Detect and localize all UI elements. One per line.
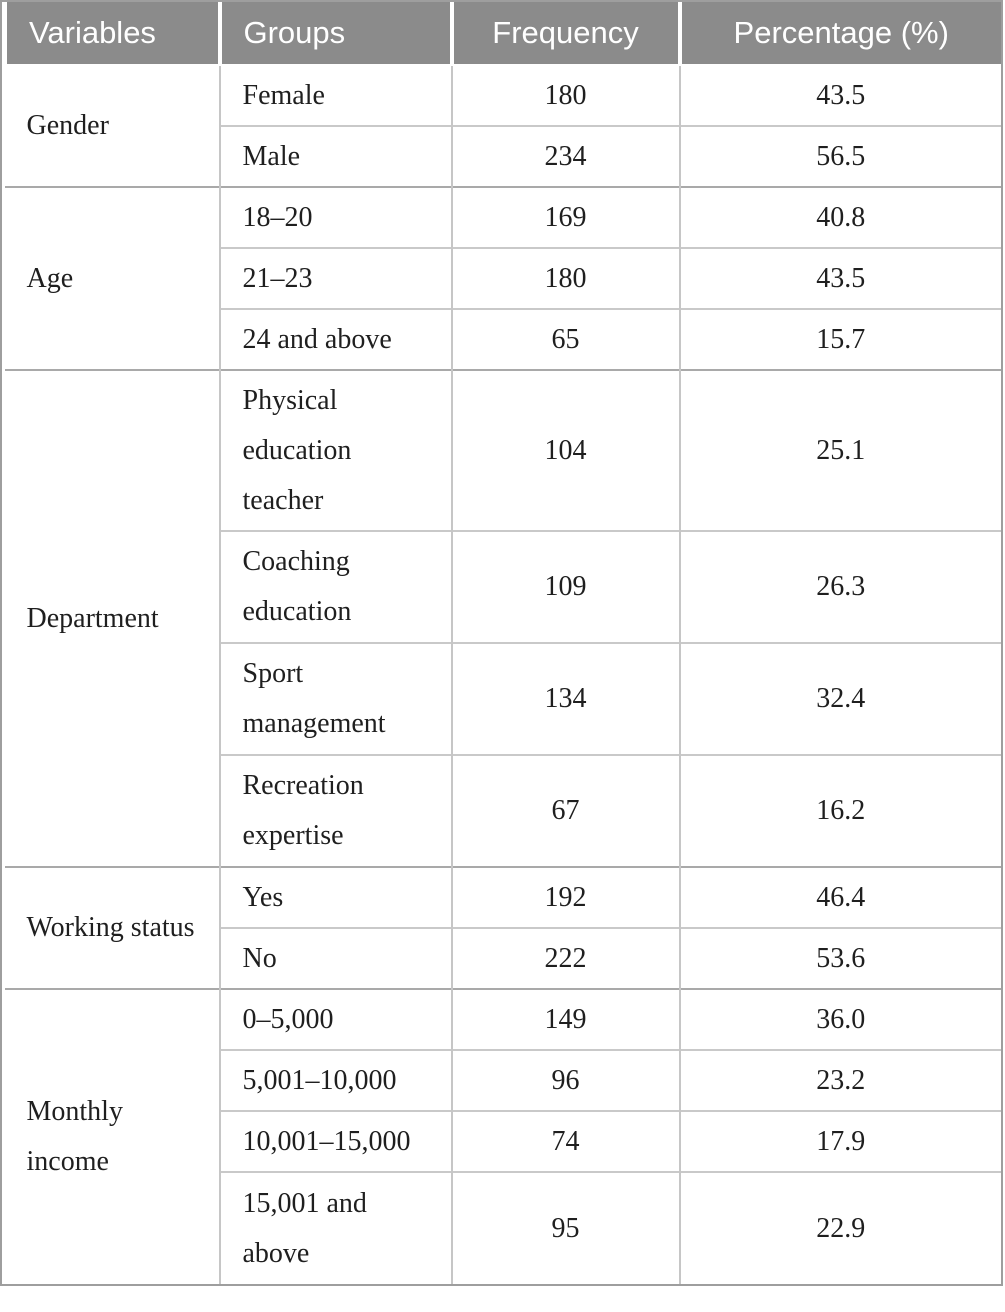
frequency-cell: 180 (450, 247, 680, 309)
table-row: 10,001–15,000 74 17.9 (5, 1110, 1001, 1172)
group-cell: Female (218, 65, 452, 126)
table-row: No 222 53.6 (5, 927, 1001, 989)
percentage-cell: 53.6 (678, 927, 1001, 989)
group-cell: Yes (218, 866, 452, 928)
variable-cell: Gender (4, 65, 220, 187)
frequency-cell: 192 (450, 866, 680, 928)
group-cell: No (218, 927, 452, 989)
group-cell: 21–23 (218, 247, 452, 309)
frequency-cell: 222 (450, 927, 680, 989)
table-row: Monthly income 0–5,000 149 36.0 (4, 988, 1001, 1284)
group-cell: 10,001–15,000 (218, 1110, 452, 1172)
percentage-cell: 36.0 (678, 988, 1001, 1050)
frequency-cell: 104 (450, 369, 680, 531)
table-row: Male 234 56.5 (5, 125, 1001, 187)
demographics-table: Variables Groups Frequency Percentage (%… (0, 0, 1003, 1286)
percentage-cell: 25.1 (678, 369, 1001, 531)
table-row: 24 and above 65 15.7 (5, 308, 1001, 370)
table-row: 21–23 180 43.5 (5, 247, 1001, 309)
table-row: Department Physical education teacher 104 2… (4, 369, 1001, 867)
percentage-cell: 16.2 (678, 754, 1001, 867)
frequency-cell: 169 (450, 186, 680, 248)
frequency-cell: 234 (450, 125, 680, 187)
table-row: 15,001 and above 95 22.9 (5, 1171, 1001, 1284)
header-groups: Groups (217, 2, 452, 66)
variable-cell: Monthly income (4, 988, 220, 1284)
percentage-cell: 23.2 (678, 1049, 1001, 1111)
percentage-cell: 15.7 (678, 308, 1001, 370)
group-cell: Physical education teacher (218, 369, 452, 531)
header-variables: Variables (2, 2, 220, 66)
table-row: 5,001–10,000 96 23.2 (5, 1049, 1001, 1111)
percentage-cell: 43.5 (678, 247, 1001, 309)
group-cell: 18–20 (218, 186, 452, 248)
table-row: Working status Yes 192 46.4 (4, 866, 1001, 989)
table-body: Gender Female 180 43.5 Male 234 56.5 Age 18–20 16… (4, 65, 1001, 1284)
percentage-cell: 40.8 (678, 186, 1001, 248)
table-row: Age 18–20 169 40.8 (4, 186, 1001, 370)
frequency-cell: 65 (450, 308, 680, 370)
group-cell: Recreation expertise (218, 754, 452, 867)
group-cell: 24 and above (218, 308, 452, 370)
frequency-cell: 74 (450, 1110, 680, 1172)
frequency-cell: 134 (450, 642, 680, 755)
frequency-cell: 95 (450, 1171, 680, 1284)
variable-cell: Working status (4, 866, 220, 989)
frequency-cell: 96 (450, 1049, 680, 1111)
frequency-cell: 180 (450, 65, 680, 126)
group-cell: Sport management (218, 642, 452, 755)
percentage-cell: 17.9 (678, 1110, 1001, 1172)
table-row: Recreation expertise 67 16.2 (5, 754, 1001, 867)
frequency-cell: 67 (450, 754, 680, 867)
percentage-cell: 32.4 (678, 642, 1001, 755)
table-row: Coaching education 109 26.3 (5, 530, 1001, 643)
percentage-cell: 46.4 (678, 866, 1001, 928)
table-row: Sport management 134 32.4 (5, 642, 1001, 755)
variable-cell: Age (4, 186, 220, 370)
table-header-row: Variables Groups Frequency Percentage (%… (2, 2, 1001, 66)
group-cell: 5,001–10,000 (218, 1049, 452, 1111)
percentage-cell: 56.5 (678, 125, 1001, 187)
frequency-cell: 149 (450, 988, 680, 1050)
percentage-cell: 43.5 (678, 65, 1001, 126)
frequency-cell: 109 (450, 530, 680, 643)
demographics-table-grid: Variables Groups Frequency Percentage (%… (2, 2, 1001, 1284)
percentage-cell: 22.9 (678, 1171, 1001, 1284)
variable-cell: Department (4, 369, 220, 867)
header-frequency: Frequency (449, 2, 680, 66)
group-cell: Coaching education (218, 530, 452, 643)
group-cell: 0–5,000 (218, 988, 452, 1050)
header-percentage: Percentage (%) (677, 2, 1001, 66)
table-row: Gender Female 180 43.5 (4, 65, 1001, 187)
percentage-cell: 26.3 (678, 530, 1001, 643)
group-cell: 15,001 and above (218, 1171, 452, 1284)
group-cell: Male (218, 125, 452, 187)
